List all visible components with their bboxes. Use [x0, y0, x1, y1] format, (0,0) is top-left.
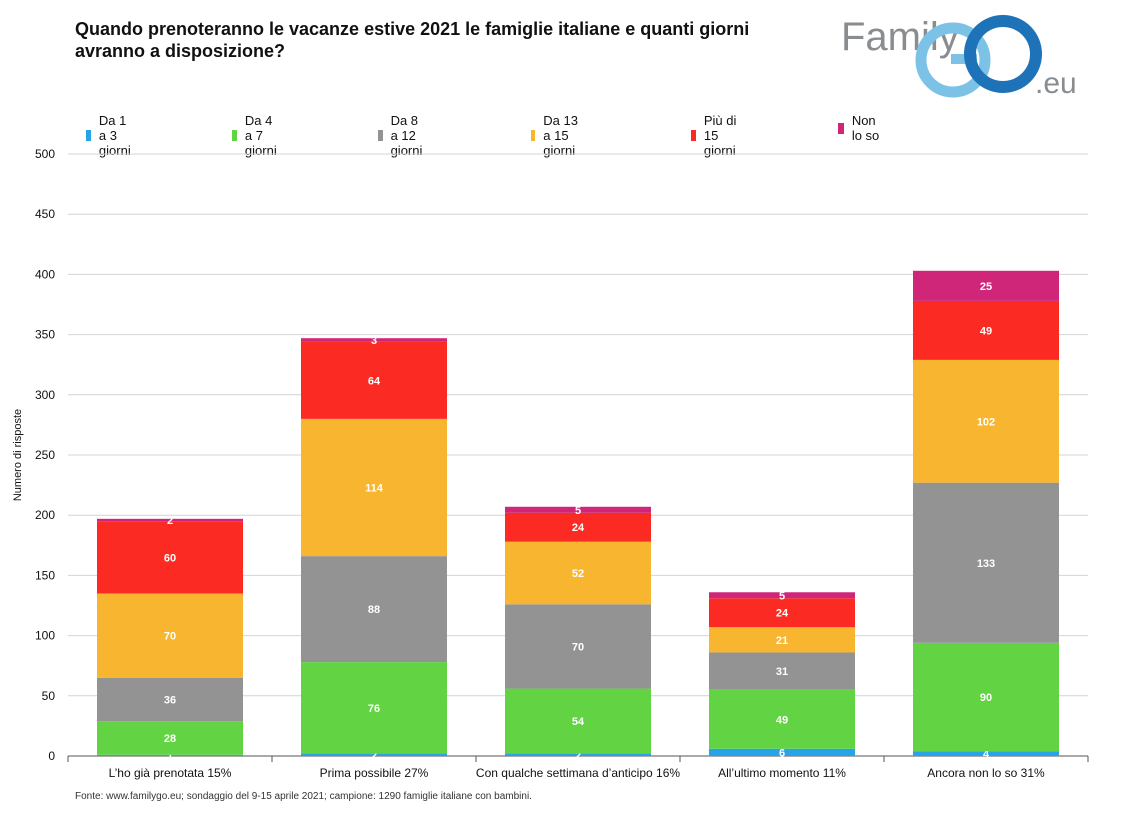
data-label: 1	[167, 750, 173, 762]
data-label: 21	[776, 635, 788, 647]
data-label: 24	[572, 522, 585, 534]
y-tick-label: 450	[35, 207, 55, 221]
legend-swatch	[838, 122, 844, 134]
legend-item: Non lo so	[838, 113, 881, 143]
legend-swatch	[691, 130, 696, 141]
bar-segment	[301, 418, 447, 557]
familygo-logo: Family .eu	[835, 8, 1095, 105]
y-tick-label: 300	[35, 388, 55, 402]
bar-segment	[505, 506, 651, 513]
chart-title: Quando prenoteranno le vacanze estive 20…	[75, 19, 750, 61]
data-label: 52	[572, 568, 584, 580]
source-note: Fonte: www.familygo.eu; sondaggio del 9-…	[75, 791, 532, 802]
bar-segment	[301, 338, 447, 342]
bar-segment	[913, 482, 1059, 643]
data-label: 90	[980, 692, 992, 704]
legend-swatch	[232, 130, 237, 141]
legend-label: Non lo so	[851, 113, 880, 143]
data-label: 2	[575, 750, 581, 762]
bar-segment	[97, 518, 243, 522]
data-label: 2	[371, 750, 377, 762]
y-tick-label: 500	[35, 147, 55, 161]
bar-segment	[505, 688, 651, 754]
data-label: 6	[779, 747, 785, 759]
legend-item: Da 8 a 12 giorni	[378, 113, 429, 158]
y-tick-label: 100	[35, 629, 55, 643]
data-label: 5	[575, 505, 581, 517]
data-label: 28	[164, 733, 176, 745]
y-tick-label: 0	[48, 749, 55, 763]
bars: 1283670602276881146432547052245649312124…	[97, 270, 1059, 762]
bar-segment	[709, 689, 855, 749]
bar-segment	[709, 748, 855, 756]
bar-segment	[505, 512, 651, 542]
data-label: 4	[983, 749, 990, 761]
data-label: 88	[368, 604, 380, 616]
bar-segment	[709, 592, 855, 599]
data-label: 76	[368, 703, 380, 715]
y-tick-label: 250	[35, 448, 55, 462]
bar-segment	[97, 521, 243, 594]
data-label: 24	[776, 608, 789, 620]
bar-segment	[301, 753, 447, 756]
data-label: 64	[368, 375, 381, 387]
bar-segment	[505, 541, 651, 605]
data-label: 49	[776, 714, 788, 726]
bar-segment	[505, 753, 651, 756]
bar-segment	[913, 300, 1059, 360]
data-label: 54	[572, 716, 585, 728]
data-label: 5	[779, 590, 785, 602]
bar-segment	[709, 627, 855, 653]
y-axis: 0 50 100 150 200 250 300 350 400 450 500	[35, 147, 1089, 763]
y-tick-label: 150	[35, 568, 55, 582]
x-tick-label: Con qualche settimana d’anticipo 16%	[476, 766, 680, 780]
y-axis-label: Numero di risposte	[12, 409, 24, 501]
legend-swatch	[378, 130, 383, 141]
bar-segment	[97, 677, 243, 722]
legend-swatch	[531, 130, 536, 141]
bar-segment	[913, 642, 1059, 752]
data-label: 49	[980, 325, 992, 337]
bar-segment	[301, 662, 447, 754]
x-tick-label: Prima possibile 27%	[320, 766, 429, 780]
data-label: 3	[371, 335, 377, 347]
x-axis: L’ho già prenotata 15% Prima possibile 27…	[109, 766, 1045, 780]
data-label: 60	[164, 552, 176, 564]
bar-segment	[97, 721, 243, 755]
data-label: 70	[572, 641, 584, 653]
bar-segment	[505, 604, 651, 689]
bar-segment	[913, 359, 1059, 483]
data-label: 31	[776, 666, 788, 678]
legend-swatch	[86, 130, 91, 141]
bar-segment	[913, 751, 1059, 756]
y-tick-label: 200	[35, 508, 55, 522]
data-label: 25	[980, 281, 992, 293]
bar-segment	[301, 341, 447, 419]
data-label: 133	[977, 558, 995, 570]
bar-segment	[913, 270, 1059, 301]
bar-segment	[97, 593, 243, 678]
data-label: 114	[365, 483, 384, 495]
y-tick-label: 400	[35, 267, 55, 281]
bar-segment	[709, 652, 855, 690]
svg-text:.eu: .eu	[1035, 67, 1077, 100]
y-tick-label: 350	[35, 328, 55, 342]
data-label: 36	[164, 694, 176, 706]
familygo-logo-graphic: Family .eu	[841, 15, 1077, 100]
bar-segment	[301, 556, 447, 663]
bar-segment	[709, 598, 855, 628]
data-label: 70	[164, 631, 176, 643]
bar-segment	[97, 754, 243, 756]
data-label: 102	[977, 416, 995, 428]
data-label: 2	[167, 515, 173, 527]
y-tick-label: 50	[42, 689, 56, 703]
x-tick-label: L’ho già prenotata 15%	[109, 766, 232, 780]
x-tick-label: Ancora non lo so 31%	[927, 766, 1045, 780]
x-tick-label: All’ultimo momento 11%	[718, 766, 846, 780]
